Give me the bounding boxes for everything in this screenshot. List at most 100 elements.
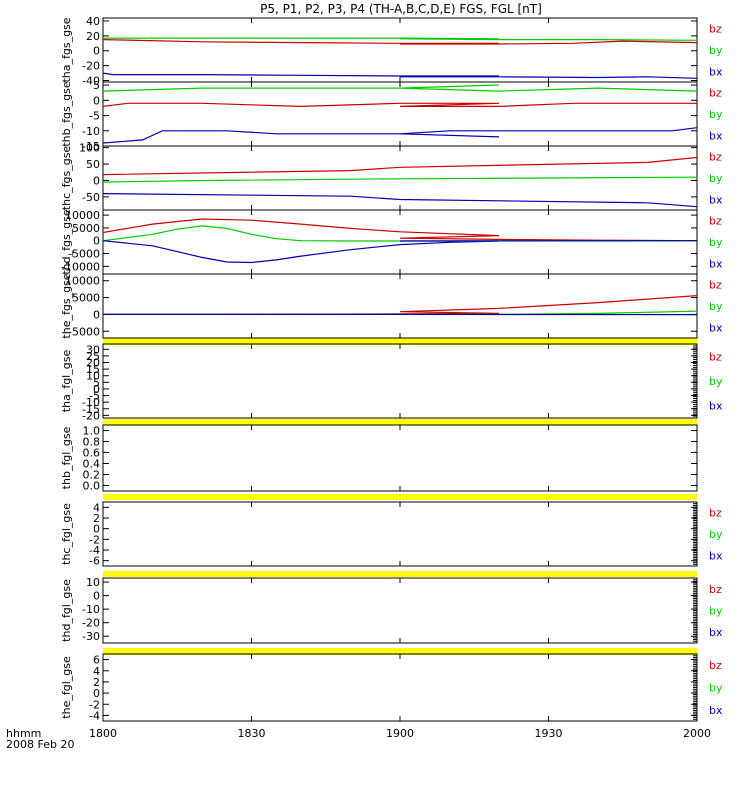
y-axis-label: thd_fgl_gse [60, 579, 73, 642]
legend-bz: bz [709, 151, 722, 164]
legend-bz: bz [709, 350, 722, 363]
y-tick-label: -15 [82, 140, 100, 153]
legend-bx: bx [709, 257, 723, 270]
y-tick-label: 50 [86, 158, 100, 171]
legend-by: by [709, 236, 723, 249]
y-tick-label: 25 [86, 350, 100, 363]
y-tick-label: 5 [93, 79, 100, 92]
y-tick-label: 2 [93, 676, 100, 689]
y-axis-label: thb_fgs_gse [60, 81, 73, 147]
y-axis-label: tha_fgl_gse [60, 350, 73, 413]
legend-by: by [709, 605, 723, 618]
y-axis-label: thd_fgs_gse [60, 209, 73, 275]
legend-bx: bx [709, 65, 723, 78]
panel-frame [102, 501, 698, 567]
legend-bz: bz [709, 279, 722, 292]
y-axis-label: thb_fgl_gse [60, 426, 73, 489]
panel-frame [102, 653, 698, 722]
y-tick-label: 6 [93, 654, 100, 667]
legend-by: by [709, 528, 723, 541]
panel-thc_fgl_gse: 420-2-4-6 thc_fgl_gse bz by bx [60, 501, 723, 567]
panel-frame [102, 343, 698, 419]
series-group [103, 156, 697, 208]
y-tick-label: -20 [82, 60, 100, 73]
panel-thb_fgs_gse: 5 0 -5 -10 -15 thb_fgs_gse bz by bx [60, 79, 723, 153]
series-group [103, 37, 697, 79]
series-line-by [103, 176, 697, 183]
y-tick-label: 10 [86, 370, 100, 383]
y-tick-label: 5000 [72, 292, 100, 305]
series-line-by [103, 37, 697, 41]
series-line-bz [103, 218, 697, 242]
y-tick-label: 0.2 [83, 469, 101, 482]
legend-by: by [709, 682, 723, 695]
y-tick-label: -2 [89, 698, 100, 711]
panel-frame [102, 273, 698, 339]
y-tick-label: 1.0 [83, 425, 101, 438]
y-tick-label: -20 [82, 617, 100, 630]
legend-bx: bx [709, 129, 723, 142]
plot-title: P5, P1, P2, P3, P4 (TH-A,B,C,D,E) FGS, F… [260, 2, 542, 16]
x-axis: 1800 1830 1900 1930 2000 [89, 727, 711, 740]
x-tick-label: 2000 [683, 727, 711, 740]
y-tick-label: 0 [93, 590, 100, 603]
y-tick-label: 0 [93, 235, 100, 248]
y-tick-label: -30 [82, 630, 100, 643]
y-tick-label: -5 [89, 390, 100, 403]
y-tick-label: 0 [93, 45, 100, 58]
panel-frame [102, 17, 698, 83]
y-tick-label: 0 [93, 308, 100, 321]
x-tick-label: 1830 [238, 727, 266, 740]
y-tick-label: -5000 [68, 325, 100, 338]
series-line-bx [103, 240, 697, 264]
y-tick-label: 0.4 [83, 458, 101, 471]
y-tick-label: -20 [82, 409, 100, 422]
x-tick-label: 1900 [386, 727, 414, 740]
y-tick-label: -10000 [61, 260, 100, 273]
panel-frame [102, 424, 698, 492]
legend-bx: bx [709, 321, 723, 334]
y-tick-label: -15 [82, 403, 100, 416]
date-label: 2008 Feb 20 [6, 738, 74, 751]
y-tick-label: 15 [86, 363, 100, 376]
legend-bx: bx [709, 400, 723, 413]
legend-bz: bz [709, 87, 722, 100]
panel-thd_fgl_gse: 100-10-20-30 thd_fgl_gse bz by bx [60, 576, 723, 644]
series-line-by [103, 84, 697, 92]
y-tick-label: -10 [82, 603, 100, 616]
y-axis-label: thc_fgl_gse [60, 503, 73, 565]
y-tick-label: 5 [93, 376, 100, 389]
x-axis-label: hhmm [6, 727, 41, 740]
y-tick-label: 10 [86, 576, 100, 589]
panel-thc_fgs_gse: 100 50 0 -50 thc_fgs_gse bz by bx [60, 142, 723, 211]
x-tick-label: 1800 [89, 727, 117, 740]
legend-bz: bz [709, 583, 722, 596]
series-line-bx [103, 72, 697, 79]
y-tick-label: 4 [93, 665, 100, 678]
y-tick-label: 2 [93, 512, 100, 525]
series-line-bz [103, 39, 697, 45]
legend-by: by [709, 375, 723, 388]
legend-bz: bz [709, 23, 722, 36]
y-tick-label: 0.8 [83, 436, 101, 449]
legend-bx: bx [709, 193, 723, 206]
y-tick-label: 0 [93, 523, 100, 536]
flag-bar-5 [103, 648, 697, 655]
y-tick-label: -4 [89, 544, 100, 557]
y-tick-label: -40 [82, 75, 100, 88]
y-tick-label: 0.6 [83, 447, 101, 460]
panel-tha_fgs_gse: 40 20 0 -20 -40 tha_fgs_gse bz by bx [60, 15, 723, 88]
y-tick-label: 10000 [65, 275, 100, 288]
series-group [103, 84, 697, 144]
y-tick-label: 0 [93, 687, 100, 700]
panel-thb_fgl_gse: 1.00.80.60.40.20.0 thb_fgl_gse [60, 424, 698, 493]
y-axis-label: the_fgl_gse [60, 656, 73, 719]
legend-bx: bx [709, 704, 723, 717]
y-tick-label: -10 [82, 125, 100, 138]
flag-bar-4 [103, 571, 697, 577]
y-tick-label: -6 [89, 555, 100, 568]
